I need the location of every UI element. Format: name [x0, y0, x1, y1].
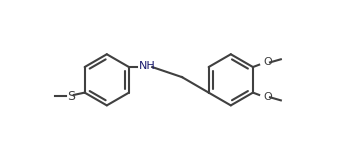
Text: O: O	[264, 57, 273, 67]
Text: S: S	[67, 90, 75, 103]
Text: O: O	[264, 92, 273, 102]
Text: NH: NH	[139, 61, 156, 71]
